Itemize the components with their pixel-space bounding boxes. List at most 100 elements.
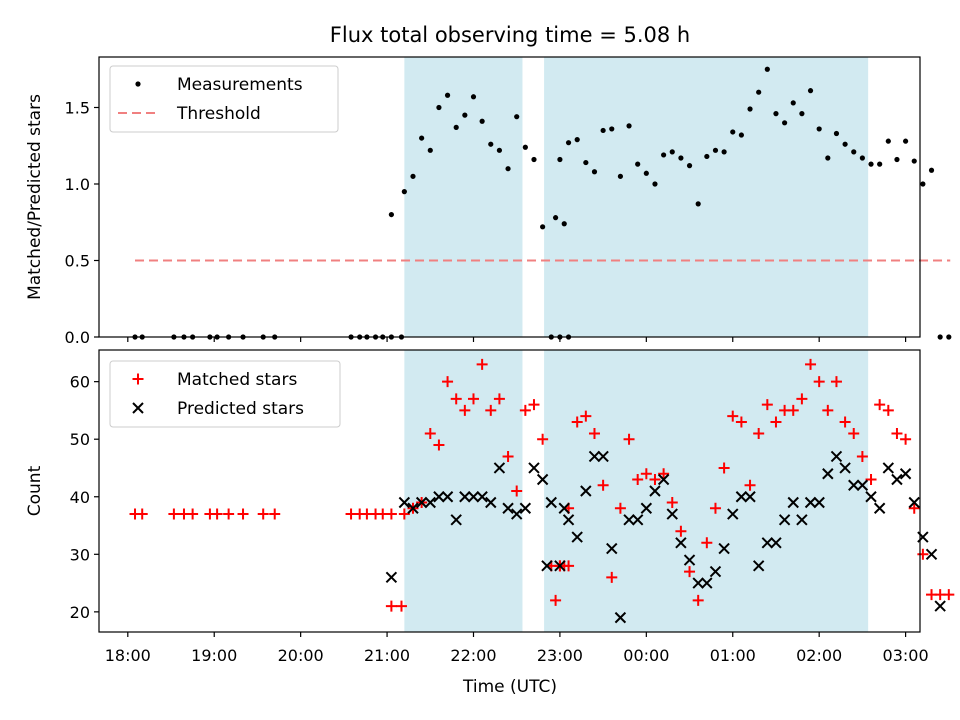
predicted-point <box>718 542 730 555</box>
matched-point <box>450 393 462 405</box>
predicted-point <box>631 514 644 526</box>
matched-point <box>874 399 886 411</box>
matched-point <box>692 594 704 606</box>
predicted-point <box>640 502 653 514</box>
data-point <box>894 156 900 163</box>
matched-point <box>385 600 397 612</box>
x-tick-label: 19:00 <box>191 646 237 665</box>
data-point <box>531 156 537 163</box>
matched-point <box>237 508 249 520</box>
matched-point <box>900 433 912 445</box>
observing-interval-shade <box>404 350 523 632</box>
y-tick-label: 20 <box>70 603 90 622</box>
matched-point <box>865 473 877 485</box>
matched-point <box>839 416 851 428</box>
predicted-point <box>873 502 886 514</box>
predicted-point <box>804 496 817 509</box>
predicted-point <box>502 502 514 514</box>
legend-swatch <box>135 81 141 87</box>
matched-point <box>398 508 410 520</box>
predicted-point <box>813 496 825 509</box>
predicted-point <box>554 560 566 572</box>
predicted-point <box>683 554 696 566</box>
predicted-point <box>908 496 920 509</box>
matched-point <box>727 410 739 422</box>
data-point <box>773 111 779 117</box>
data-point <box>704 153 710 160</box>
legend-label: Threshold <box>176 104 261 124</box>
y-tick-label: 0.5 <box>65 251 90 270</box>
data-point <box>643 170 649 176</box>
data-point <box>816 126 822 132</box>
data-point <box>574 137 580 143</box>
predicted-point <box>796 514 808 526</box>
x-tick-label: 00:00 <box>623 646 669 665</box>
predicted-point <box>848 479 860 491</box>
matched-point <box>614 502 626 514</box>
matched-point <box>269 508 281 520</box>
legend-swatch <box>132 402 144 414</box>
matched-point <box>223 508 235 520</box>
matched-point <box>882 404 894 416</box>
matched-point <box>632 473 644 485</box>
x-tick-label: 21:00 <box>364 646 410 665</box>
matched-point <box>493 393 505 405</box>
predicted-point <box>839 462 851 474</box>
predicted-point <box>752 560 765 572</box>
axes-frame <box>98 56 921 338</box>
matched-point <box>442 376 454 388</box>
matched-point <box>168 508 180 520</box>
legend-label: Matched stars <box>177 370 297 390</box>
data-point <box>583 159 589 166</box>
matched-point <box>753 427 765 439</box>
matched-point <box>211 508 223 520</box>
data-point <box>902 138 909 144</box>
predicted-point <box>787 496 799 509</box>
data-point <box>678 155 684 161</box>
predicted-point <box>701 577 713 589</box>
matched-point <box>796 393 808 405</box>
data-point <box>561 221 567 227</box>
matched-point <box>805 358 817 370</box>
data-point <box>877 161 883 167</box>
matched-point <box>588 427 600 439</box>
predicted-point <box>770 537 782 549</box>
predicted-point <box>385 571 398 584</box>
matched-point <box>787 404 799 416</box>
legend-box <box>109 360 341 428</box>
matched-point <box>597 479 609 491</box>
matched-point <box>761 399 773 411</box>
matched-point <box>891 427 903 439</box>
matched-point <box>848 427 860 439</box>
legend-label: Predicted stars <box>177 399 304 419</box>
data-point <box>686 163 693 169</box>
matched-point <box>744 479 756 491</box>
matched-point <box>770 416 782 428</box>
data-point <box>842 141 848 147</box>
matched-point <box>550 594 562 606</box>
data-point <box>747 106 753 112</box>
chart-title: Flux total observing time = 5.08 h <box>330 23 690 47</box>
matched-point <box>606 571 618 583</box>
matched-point <box>640 468 652 480</box>
predicted-point <box>934 600 946 612</box>
data-point <box>514 114 520 120</box>
data-point <box>626 123 632 129</box>
matched-point <box>476 358 488 370</box>
predicted-point <box>424 496 436 509</box>
predicted-point <box>856 479 869 491</box>
x-tick-label: 03:00 <box>883 646 929 665</box>
predicted-point <box>614 611 627 624</box>
matched-point <box>537 433 549 445</box>
y-tick-label: 0.0 <box>65 328 90 347</box>
y-axis-label: Matched/Predicted stars <box>25 94 45 300</box>
predicted-point <box>398 496 411 509</box>
predicted-point <box>528 462 540 474</box>
matched-point <box>433 439 445 451</box>
predicted-point <box>510 508 523 520</box>
data-point <box>885 138 891 144</box>
predicted-point <box>692 577 704 589</box>
matched-point <box>684 566 696 578</box>
data-point <box>600 127 606 134</box>
data-point <box>712 147 719 153</box>
